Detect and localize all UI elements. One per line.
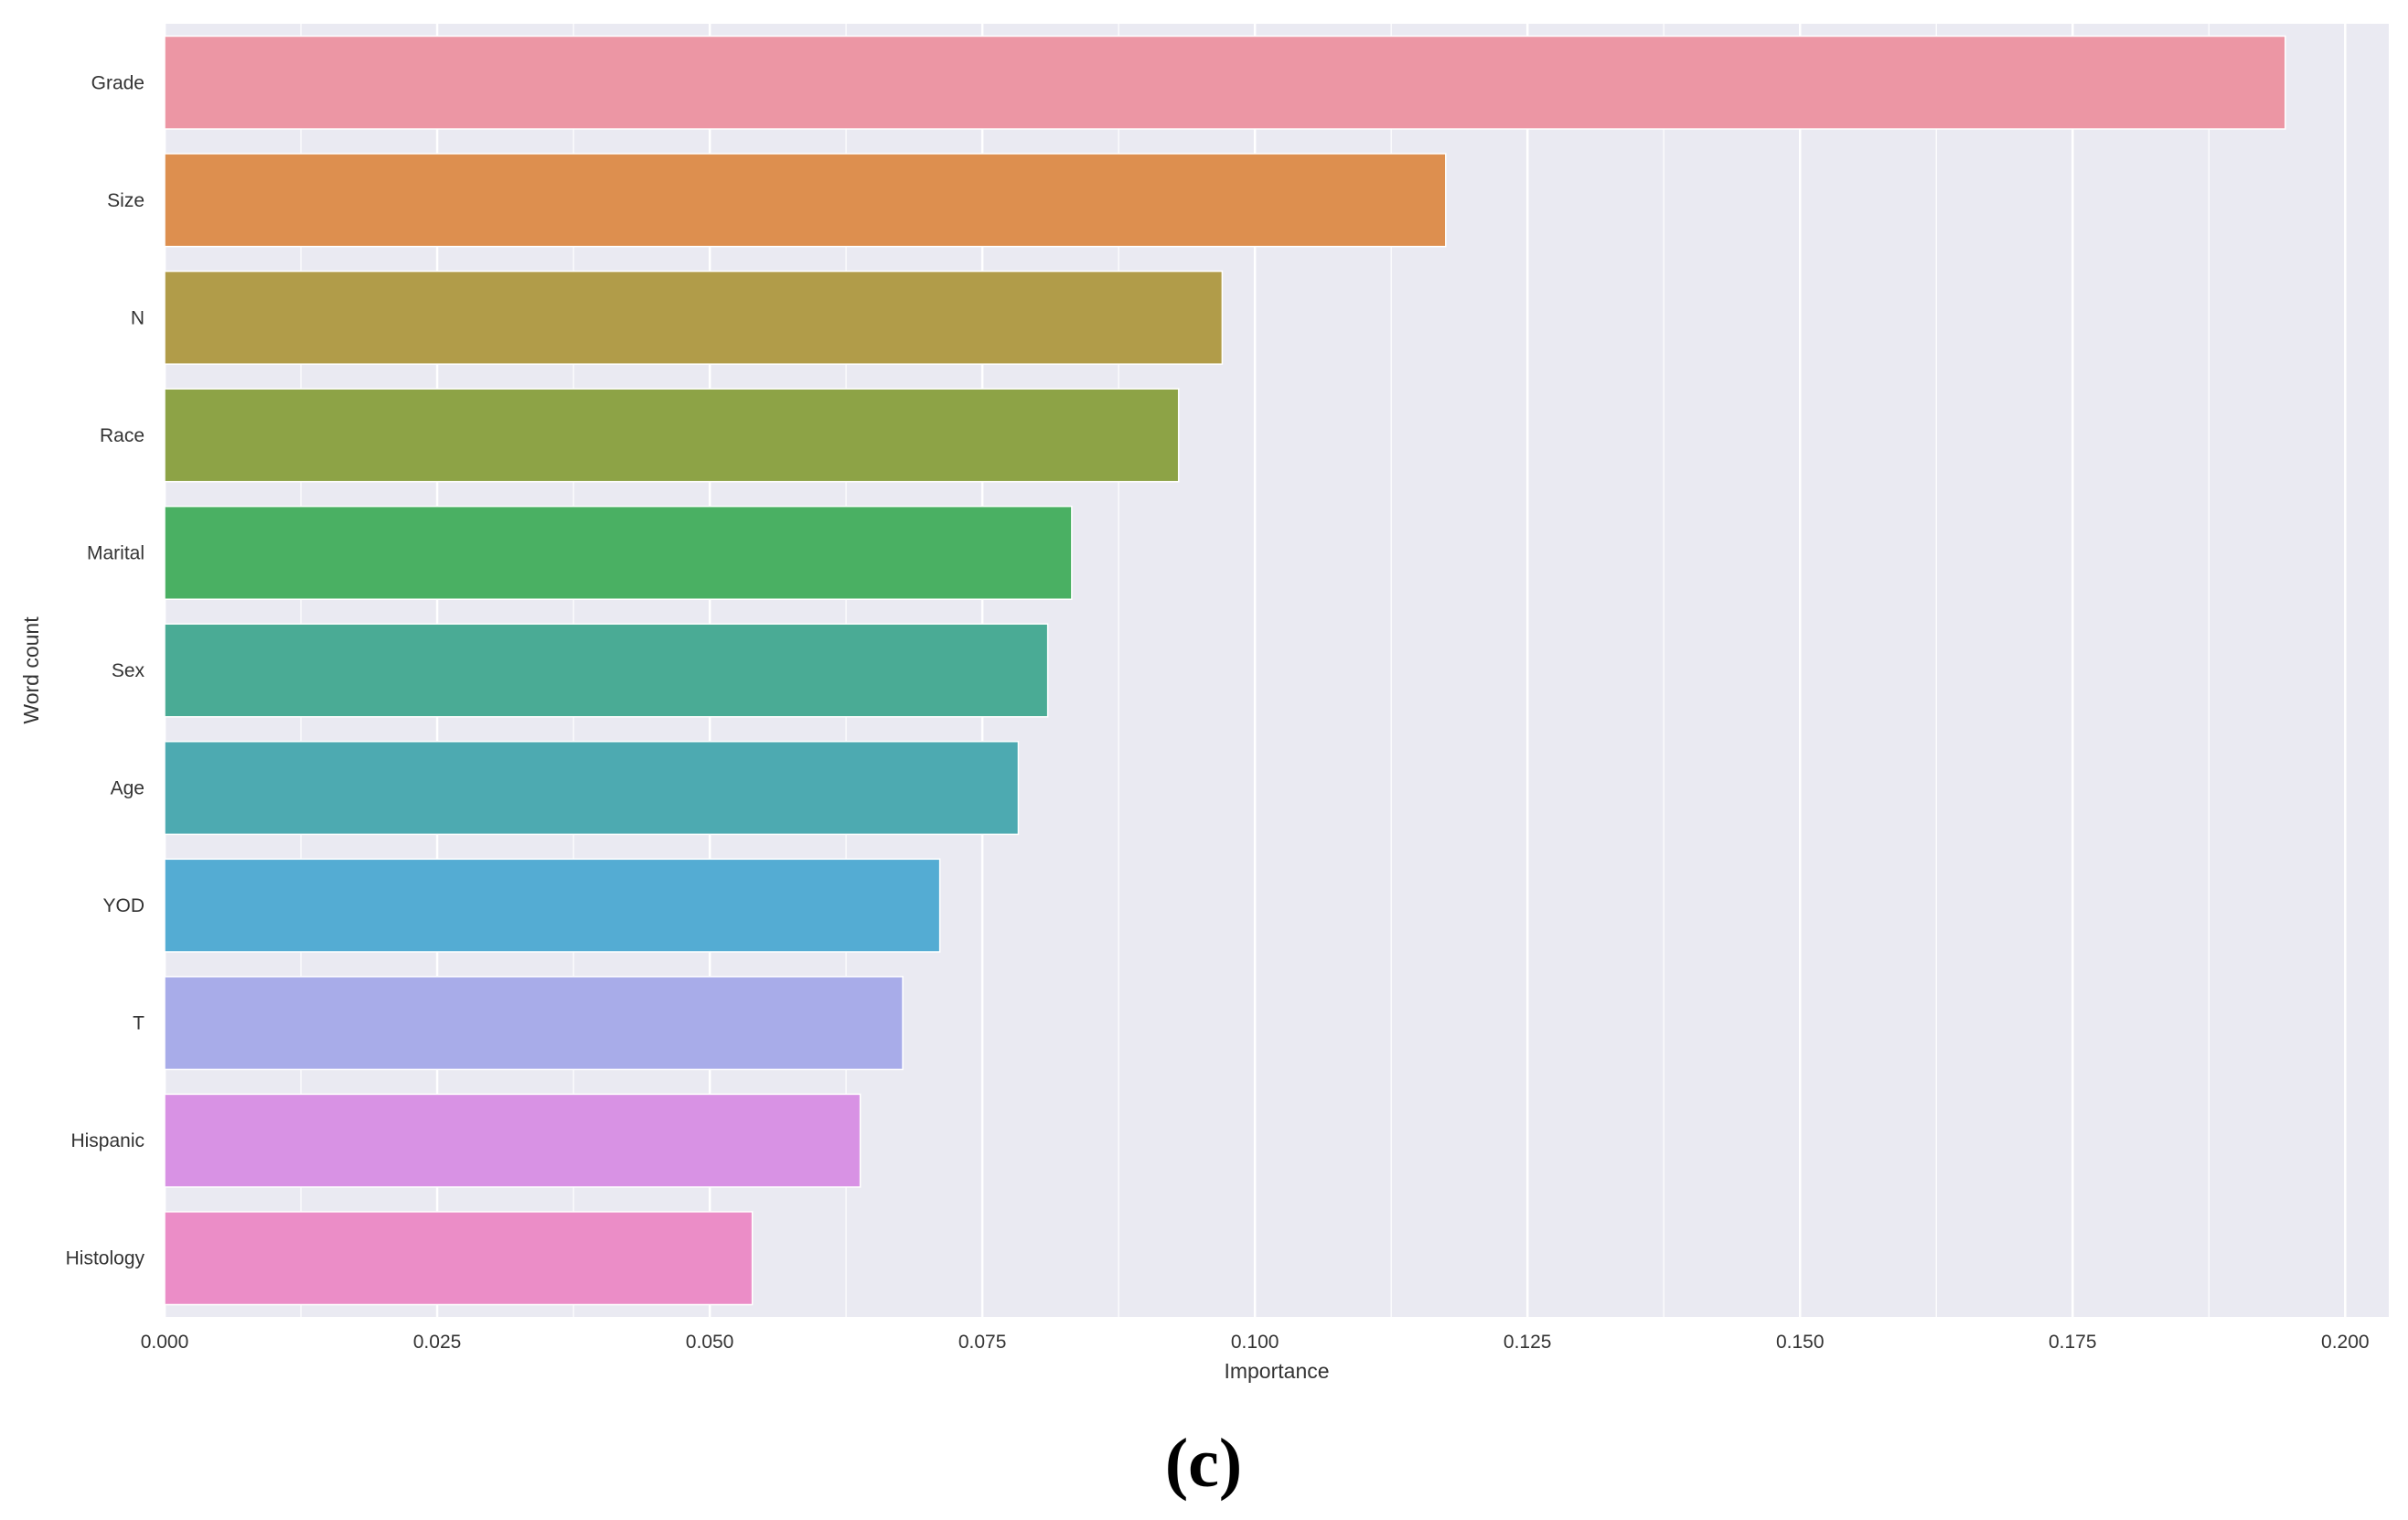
- y-tick-label: Age: [111, 778, 144, 799]
- x-tick-labels: 0.000 0.025 0.050 0.075 0.100 0.125 0.150 0.175…: [141, 1332, 2370, 1353]
- bar-n: [164, 270, 1224, 365]
- bar-hispanic: [164, 1093, 862, 1188]
- bar-t: [164, 976, 904, 1071]
- bars: [164, 35, 2286, 1306]
- bar-race: [164, 388, 1180, 483]
- x-tick-label: 0.025: [413, 1332, 462, 1353]
- x-tick-label: 0.100: [1231, 1332, 1279, 1353]
- bar-histology: [164, 1211, 754, 1306]
- x-tick-label: 0.200: [2321, 1332, 2370, 1353]
- y-tick-labels: Grade Size N Race Marital Sex Age YOD T Hispanic H…: [66, 72, 145, 1268]
- x-tick-label: 0.050: [686, 1332, 734, 1353]
- x-tick-label: 0.150: [1776, 1332, 1825, 1353]
- y-tick-label: Hispanic: [70, 1130, 144, 1151]
- y-tick-label: Race: [100, 425, 144, 446]
- y-tick-label: YOD: [102, 895, 144, 916]
- x-tick-label: 0.175: [2049, 1332, 2097, 1353]
- y-tick-label: Size: [107, 190, 144, 211]
- panel-label: (c): [1165, 1425, 1242, 1502]
- y-tick-label: Grade: [91, 72, 144, 93]
- y-tick-label: Histology: [66, 1248, 145, 1269]
- bar-age: [164, 741, 1020, 836]
- y-tick-label: Marital: [87, 542, 144, 563]
- x-tick-label: 0.075: [958, 1332, 1007, 1353]
- bar-size: [164, 153, 1447, 248]
- x-tick-label: 0.125: [1504, 1332, 1552, 1353]
- bar-yod: [164, 858, 941, 953]
- y-tick-label: Sex: [112, 660, 145, 681]
- bar-sex: [164, 623, 1049, 718]
- y-tick-label: N: [131, 307, 144, 328]
- x-axis-label: Importance: [1224, 1359, 1329, 1383]
- bar-grade: [164, 35, 2286, 130]
- y-tick-label: T: [133, 1013, 144, 1034]
- y-axis-label: Word count: [19, 616, 43, 724]
- x-tick-label: 0.000: [141, 1332, 189, 1353]
- bar-marital: [164, 505, 1073, 600]
